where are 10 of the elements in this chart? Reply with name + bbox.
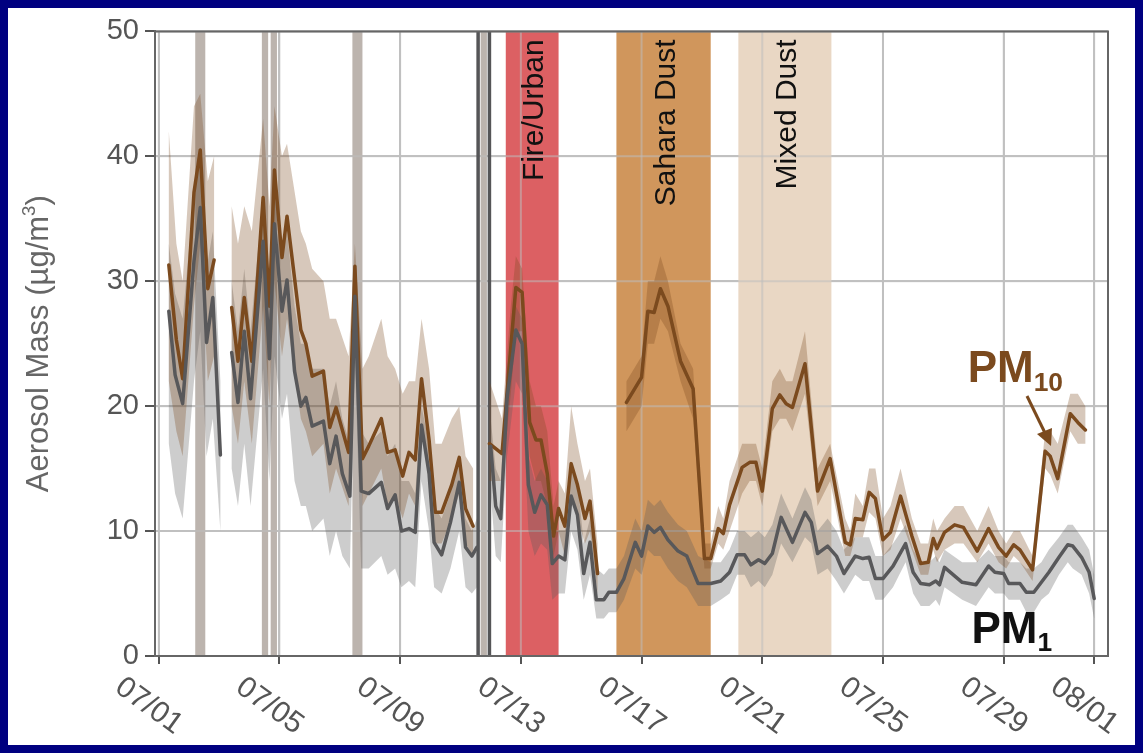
- band-label: Fire/Urban: [516, 39, 550, 182]
- band-label: Sahara Dust: [647, 38, 681, 207]
- y-tick-label: 20: [106, 388, 139, 421]
- y-tick-label: 30: [106, 263, 139, 296]
- y-tick-label: 0: [122, 638, 139, 670]
- y-axis-title: Aerosol Mass (µg/m3): [17, 195, 55, 493]
- y-tick-label: 40: [106, 138, 139, 171]
- y-tick-label: 10: [106, 513, 139, 546]
- y-tick-label: 50: [106, 13, 139, 46]
- band-label: Mixed Dust: [768, 38, 802, 190]
